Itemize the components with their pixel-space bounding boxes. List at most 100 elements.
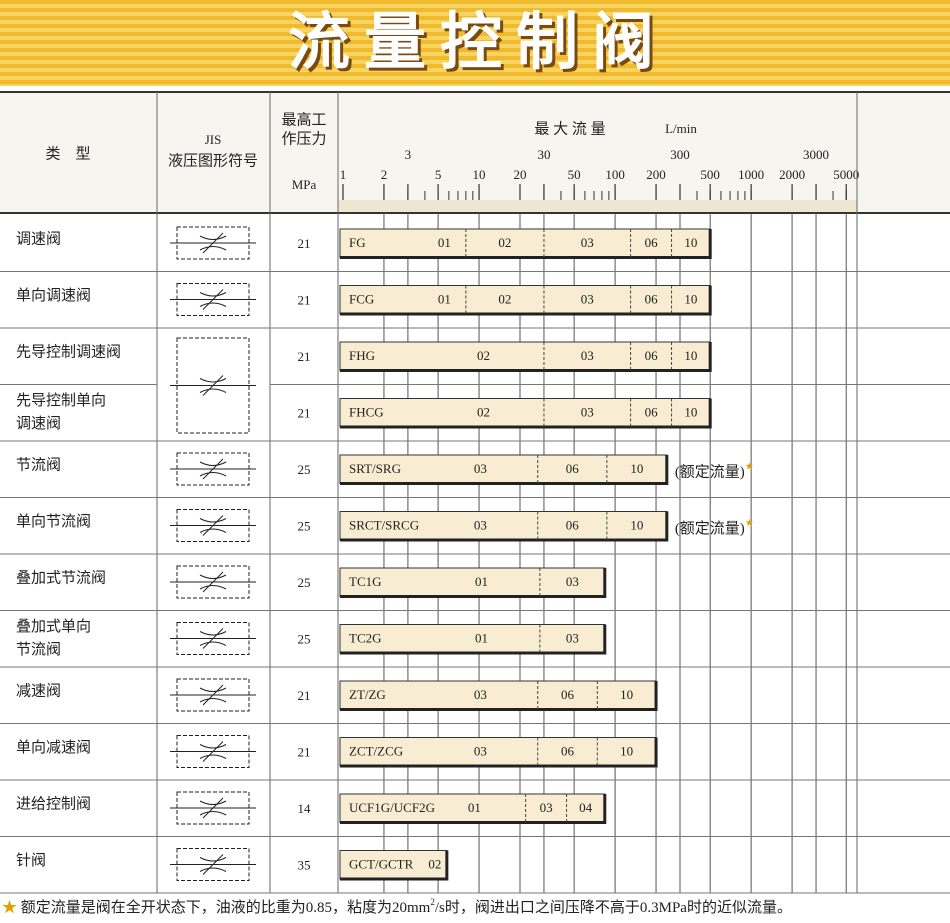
segment-label: 03 bbox=[474, 687, 487, 702]
segment-label: 04 bbox=[579, 800, 593, 815]
flow-bar bbox=[339, 398, 711, 428]
scale-label: 30 bbox=[537, 147, 550, 162]
flow-bar-edge bbox=[340, 511, 669, 542]
flow-bar-edge bbox=[340, 285, 712, 316]
row-pressure: 21 bbox=[298, 688, 311, 703]
col-flow: 最 大 流 量 bbox=[534, 120, 605, 137]
row-note: (额定流量)★ bbox=[675, 462, 754, 481]
row-note: (额定流量)★ bbox=[675, 518, 754, 537]
flow-bar-edge bbox=[340, 624, 607, 655]
scale-label: 3000 bbox=[803, 147, 829, 162]
segment-label: 03 bbox=[566, 631, 579, 646]
row-name: 叠加式节流阀 bbox=[16, 570, 106, 587]
note-mark: ★ bbox=[745, 462, 754, 473]
flow-bar-edge bbox=[340, 737, 658, 768]
row-pressure: 21 bbox=[298, 292, 311, 307]
series-label: FHG bbox=[349, 348, 375, 363]
symbol-throttle bbox=[199, 741, 227, 762]
row-name: 节流阀 bbox=[16, 457, 61, 474]
header-band bbox=[0, 0, 950, 86]
series-label: TC1G bbox=[349, 574, 382, 589]
row-name: 进给控制阀 bbox=[16, 796, 91, 813]
segment-label: 03 bbox=[474, 744, 487, 759]
series-label: SRCT/SRCG bbox=[349, 518, 419, 533]
symbol-throttle bbox=[199, 797, 227, 819]
row-name: 减速阀 bbox=[16, 683, 61, 700]
flow-bar-edge bbox=[340, 398, 712, 429]
row-pressure: 25 bbox=[298, 631, 311, 646]
scale-label: 2000 bbox=[779, 167, 805, 182]
row-pressure: 14 bbox=[298, 801, 312, 816]
axis-band bbox=[338, 200, 857, 213]
symbol-throttle bbox=[199, 684, 227, 706]
series-label: UCF1G/UCF2G bbox=[349, 800, 435, 815]
row-name: 调速阀 bbox=[16, 415, 61, 432]
flow-bar bbox=[339, 624, 606, 654]
segment-label: 10 bbox=[684, 348, 697, 363]
segment-label: 02 bbox=[498, 235, 511, 250]
segment-label: 03 bbox=[474, 461, 487, 476]
flow-bar bbox=[339, 341, 711, 371]
segment-label: 03 bbox=[581, 348, 594, 363]
note-mark: ★ bbox=[745, 518, 754, 529]
symbol-throttle bbox=[199, 571, 227, 593]
note-text: (额定流量) bbox=[675, 464, 745, 481]
series-label: ZCT/ZCG bbox=[349, 744, 403, 759]
segment-label: 03 bbox=[566, 574, 579, 589]
flow-bar-edge bbox=[340, 850, 449, 881]
row-pressure: 25 bbox=[298, 575, 311, 590]
row-pressure: 21 bbox=[298, 236, 311, 251]
scale-label: 5 bbox=[435, 167, 442, 182]
segment-label: 03 bbox=[540, 800, 553, 815]
row-name: 单向节流阀 bbox=[16, 513, 91, 530]
segment-label: 06 bbox=[645, 348, 659, 363]
col-pressure: 作压力 bbox=[281, 130, 326, 147]
row-pressure: 35 bbox=[298, 857, 311, 872]
series-label: SRT/SRG bbox=[349, 461, 401, 476]
flow-bar-edge bbox=[340, 794, 607, 824]
series-label: GCT/GCTR bbox=[349, 857, 414, 872]
segment-label: 02 bbox=[477, 348, 490, 363]
scale-label: 3 bbox=[405, 147, 412, 162]
col-jis: JIS bbox=[205, 132, 222, 147]
segment-label: 06 bbox=[561, 744, 575, 759]
note-text: (额定流量) bbox=[675, 520, 745, 537]
scale-label: 5000 bbox=[833, 167, 859, 182]
symbol-throttle bbox=[199, 289, 227, 310]
series-label: FG bbox=[349, 235, 366, 250]
scale-label: 100 bbox=[605, 167, 625, 182]
segment-label: 06 bbox=[645, 292, 659, 307]
segment-label: 02 bbox=[498, 292, 511, 307]
segment-label: 03 bbox=[581, 405, 594, 420]
row-name: 先导控制调速阀 bbox=[16, 344, 121, 361]
scale-label: 200 bbox=[646, 167, 666, 182]
footnote: ★ 额定流量是阀在全开状态下，油液的比重为0.85，粘度为20mm2/s时，阀进… bbox=[2, 897, 792, 916]
col-flow-unit: L/min bbox=[665, 121, 697, 136]
row-pressure: 21 bbox=[298, 744, 311, 759]
segment-label: 01 bbox=[475, 574, 488, 589]
segment-label: 06 bbox=[561, 687, 575, 702]
flow-bar bbox=[339, 680, 657, 710]
col-type: 类 型 bbox=[45, 145, 90, 162]
row-pressure: 21 bbox=[298, 405, 311, 420]
segment-label: 10 bbox=[684, 292, 697, 307]
scale-label: 1 bbox=[340, 167, 347, 182]
col-pressure-unit: MPa bbox=[292, 177, 317, 192]
row-name: 针阀 bbox=[16, 852, 46, 869]
symbol-throttle bbox=[199, 515, 227, 536]
scale-label: 300 bbox=[670, 147, 690, 162]
row-pressure: 21 bbox=[298, 349, 311, 364]
flow-bar bbox=[339, 511, 668, 541]
segment-label: 01 bbox=[438, 292, 451, 307]
segment-label: 01 bbox=[468, 800, 481, 815]
flow-bar-edge bbox=[340, 568, 607, 598]
symbol-throttle bbox=[199, 232, 227, 254]
row-name: 节流阀 bbox=[16, 641, 61, 658]
segment-label: 03 bbox=[581, 235, 594, 250]
segment-label: 02 bbox=[477, 405, 490, 420]
footnote-text: 额定流量是阀在全开状态下，油液的比重为0.85，粘度为20mm bbox=[21, 898, 431, 916]
scale-label: 20 bbox=[513, 167, 526, 182]
col-pressure: 最高工 bbox=[281, 111, 326, 128]
